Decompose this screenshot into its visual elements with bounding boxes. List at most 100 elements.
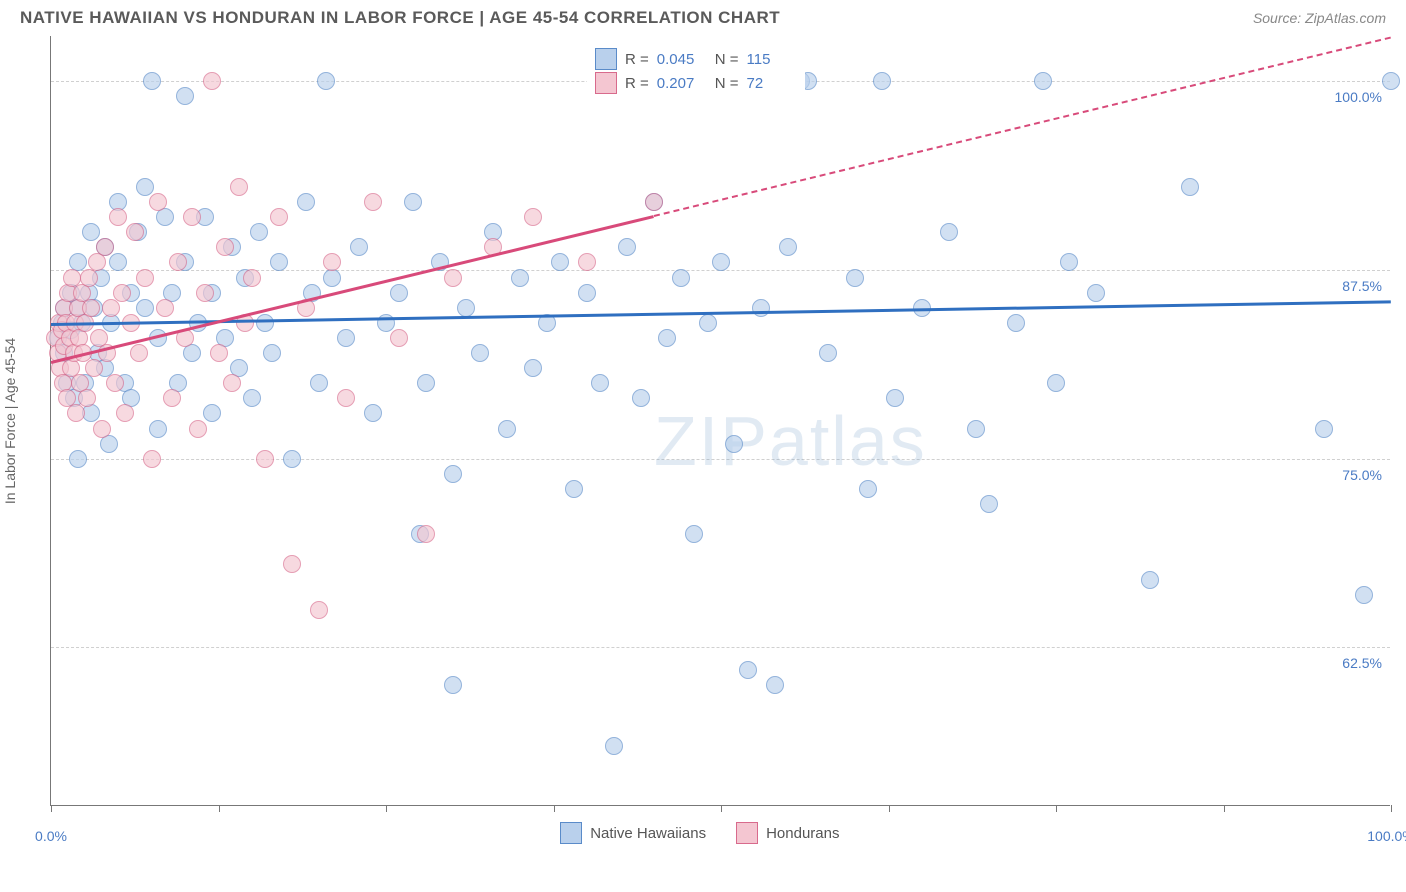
scatter-point [980,495,998,513]
scatter-point [156,299,174,317]
scatter-point [149,193,167,211]
scatter-point [1181,178,1199,196]
scatter-point [143,450,161,468]
scatter-point [67,404,85,422]
scatter-point [283,555,301,573]
scatter-point [846,269,864,287]
y-axis-label: In Labor Force | Age 45-54 [2,338,18,504]
scatter-point [1034,72,1052,90]
scatter-point [444,465,462,483]
scatter-point [578,284,596,302]
plot-area: 62.5%75.0%87.5%100.0%ZIPatlasR =0.045N =… [50,36,1390,806]
scatter-point [390,284,408,302]
scatter-point [243,269,261,287]
scatter-point [317,72,335,90]
chart-header: NATIVE HAWAIIAN VS HONDURAN IN LABOR FOR… [0,0,1406,32]
scatter-point [658,329,676,347]
legend-swatch [560,822,582,844]
scatter-point [1047,374,1065,392]
scatter-point [618,238,636,256]
scatter-point [551,253,569,271]
scatter-point [203,72,221,90]
scatter-point [819,344,837,362]
y-tick-label: 62.5% [1342,655,1382,671]
scatter-point [102,299,120,317]
scatter-point [766,676,784,694]
gridline [51,647,1390,648]
scatter-point [126,223,144,241]
scatter-point [457,299,475,317]
scatter-point [196,284,214,302]
scatter-point [1087,284,1105,302]
scatter-point [85,359,103,377]
scatter-point [364,404,382,422]
scatter-point [565,480,583,498]
scatter-point [1141,571,1159,589]
scatter-point [404,193,422,211]
scatter-point [444,269,462,287]
x-tick [1224,805,1225,812]
scatter-point [323,253,341,271]
x-tick [1056,805,1057,812]
scatter-point [256,450,274,468]
scatter-point [270,208,288,226]
legend-row: R =0.207N =72 [595,72,797,94]
scatter-point [82,299,100,317]
r-label: R = [625,75,649,92]
chart-title: NATIVE HAWAIIAN VS HONDURAN IN LABOR FOR… [20,8,780,28]
scatter-point [270,253,288,271]
correlation-legend: R = 0.045 N = 115 R =0.207N =72 [587,42,805,100]
chart-source: Source: ZipAtlas.com [1253,10,1386,26]
scatter-point [106,374,124,392]
scatter-point [337,389,355,407]
n-value: 115 [747,51,797,68]
watermark: ZIPatlas [654,401,927,481]
scatter-point [364,193,382,211]
scatter-point [176,87,194,105]
legend-swatch [595,72,617,94]
scatter-point [223,374,241,392]
x-tick [51,805,52,812]
scatter-point [779,238,797,256]
gridline [51,459,1390,460]
r-value: 0.045 [657,51,707,68]
scatter-point [136,178,154,196]
scatter-point [417,374,435,392]
scatter-point [149,420,167,438]
scatter-point [69,450,87,468]
scatter-point [109,253,127,271]
scatter-point [210,344,228,362]
scatter-point [96,238,114,256]
scatter-point [524,208,542,226]
scatter-point [1007,314,1025,332]
series-legend: Native HawaiiansHondurans [560,822,839,844]
n-label: N = [715,51,739,68]
x-tick [219,805,220,812]
x-tick [889,805,890,812]
scatter-point [310,374,328,392]
scatter-point [632,389,650,407]
scatter-point [873,72,891,90]
scatter-point [113,284,131,302]
legend-row: R = 0.045 N = 115 [595,48,797,70]
scatter-point [1355,586,1373,604]
legend-swatch [595,48,617,70]
scatter-point [886,389,904,407]
scatter-point [605,737,623,755]
r-label: R = [625,51,649,68]
scatter-point [350,238,368,256]
scatter-point [203,404,221,422]
scatter-point [163,389,181,407]
legend-swatch [736,822,758,844]
scatter-point [310,601,328,619]
scatter-point [940,223,958,241]
scatter-point [645,193,663,211]
scatter-point [524,359,542,377]
scatter-point [256,314,274,332]
scatter-point [250,223,268,241]
x-tick [721,805,722,812]
scatter-point [243,389,261,407]
scatter-point [511,269,529,287]
scatter-point [417,525,435,543]
x-tick [554,805,555,812]
